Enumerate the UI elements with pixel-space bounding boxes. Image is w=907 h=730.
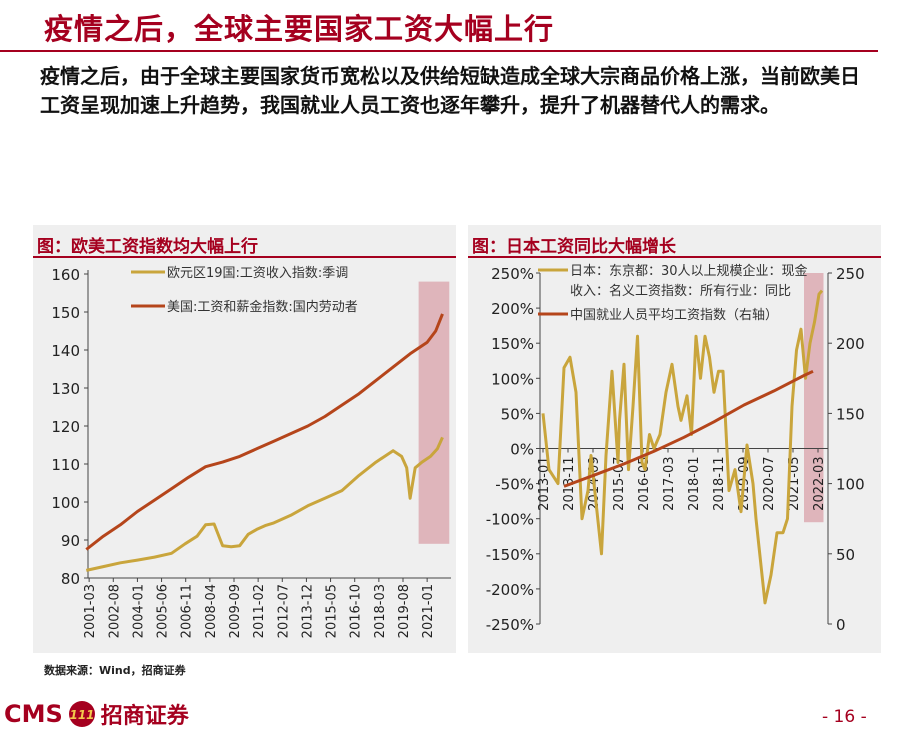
chart-panel-left	[33, 225, 456, 653]
legend-label-1-line-1: 日本：东京都：30人以上规模企业：现金	[570, 263, 808, 279]
y-tick-label: 160	[51, 266, 80, 284]
y-tick-label: 130	[51, 380, 80, 398]
legend-label-2: 美国:工资和薪金指数:国内劳动者	[167, 299, 358, 315]
legend-label-2: 中国就业人员平均工资指数（右轴）	[570, 308, 778, 323]
logo-cms-text: CMS	[4, 700, 63, 728]
legend: 日本：东京都：30人以上规模企业：现金收入：名义工资指数：所有行业：同比中国就业…	[538, 263, 808, 323]
y-tick-label: 150	[51, 304, 80, 322]
left-y-tick-label: 150%	[491, 335, 534, 353]
y-tick-label: 90	[61, 532, 80, 550]
y-tick-label: 120	[51, 418, 80, 436]
x-tick-label: 2001-03	[83, 584, 98, 638]
left-y-tick-label: -250%	[486, 616, 534, 634]
right-y-tick-label: 50	[836, 546, 855, 564]
x-tick-label: 2018-01	[687, 457, 702, 511]
left-y-tick-label: -100%	[486, 511, 534, 529]
y-tick-label: 80	[61, 570, 80, 588]
right-y-tick-label: 150	[836, 405, 865, 423]
series-line-1	[85, 436, 444, 572]
chart-title-rule-right	[468, 256, 881, 258]
right-y-tick-label: 200	[836, 335, 865, 353]
x-tick-label: 2019-08	[397, 584, 412, 638]
legend-label-1-line-2: 收入：名义工资指数：所有行业：同比	[570, 283, 791, 299]
x-tick-label: 2002-08	[107, 584, 122, 638]
left-y-tick-label: 100%	[491, 370, 534, 388]
left-y-tick-label: -150%	[486, 546, 534, 564]
logo-emblem-mark: 111	[69, 708, 94, 722]
company-logo: CMS 111 招商证券	[4, 698, 189, 730]
left-y-tick-label: 200%	[491, 300, 534, 318]
x-tick-label: 2018-11	[712, 457, 727, 511]
x-tick-label: 2012-07	[276, 584, 291, 638]
x-tick-label: 2017-03	[662, 457, 677, 511]
series-line-2	[85, 313, 444, 551]
x-tick-label: 2022-03	[812, 457, 827, 511]
right-y-tick-label: 0	[836, 616, 846, 634]
x-tick-label: 2004-01	[131, 584, 146, 638]
x-tick-label: 2005-06	[156, 584, 171, 638]
right-y-tick-label: 100	[836, 476, 865, 494]
right-y-tick-label: 250	[836, 265, 865, 283]
slide-title: 疫情之后，全球主要国家工资大幅上行	[44, 12, 555, 46]
x-tick-label: 2006-11	[180, 584, 195, 638]
left-y-tick-label: 250%	[491, 265, 534, 283]
legend-label-1: 欧元区19国:工资收入指数:季调	[167, 266, 348, 281]
highlight-band	[804, 273, 824, 523]
x-tick-label: 2011-02	[252, 584, 267, 638]
left-y-tick-label: 50%	[501, 405, 534, 423]
chart-right: 250% 200% 150% 100% 50% 0% -50% -100% -150% -200%…	[486, 263, 865, 634]
left-y-tick-label: -50%	[495, 476, 534, 494]
x-tick-label: 2018-03	[373, 584, 388, 638]
x-tick-label: 2015-05	[325, 584, 340, 638]
x-tick-label: 2021-01	[421, 584, 436, 638]
x-tick-label: 2016-10	[349, 584, 364, 638]
chart-title-rule-left	[33, 256, 456, 258]
y-tick-label: 140	[51, 342, 80, 360]
intro-paragraph: 疫情之后，由于全球主要国家货币宽松以及供给短缺造成全球大宗商品价格上涨，当前欧美…	[40, 64, 860, 117]
left-y-tick-label: 0%	[510, 441, 534, 459]
chart-title-right: 图：日本工资同比大幅增长	[472, 237, 676, 257]
x-tick-label: 2016-05	[637, 457, 652, 511]
title-divider	[0, 50, 878, 52]
data-source-note: 数据来源：Wind，招商证券	[44, 664, 186, 677]
x-tick-label: 2020-07	[762, 457, 777, 511]
y-tick-label: 100	[51, 494, 80, 512]
page-number: - 16 -	[822, 707, 867, 727]
highlight-band	[418, 281, 450, 544]
y-tick-label: 110	[51, 456, 80, 474]
chart-title-left: 图：欧美工资指数均大幅上行	[37, 237, 258, 257]
x-tick-label: 2015-07	[612, 457, 627, 511]
series-line-2	[563, 369, 814, 488]
series-line-1	[541, 289, 824, 605]
left-y-tick-label: -200%	[486, 581, 534, 599]
x-tick-label: 2008-04	[204, 584, 219, 638]
logo-emblem-icon: 111	[68, 701, 95, 727]
x-tick-label: 2013-12	[300, 584, 315, 638]
x-tick-label: 2009-09	[228, 584, 243, 638]
logo-company-name: 招商证券	[100, 704, 189, 729]
